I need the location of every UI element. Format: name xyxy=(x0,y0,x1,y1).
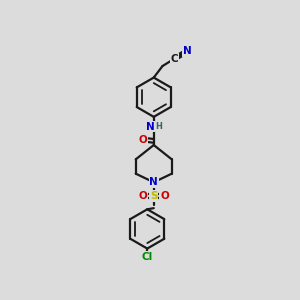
Text: N: N xyxy=(149,177,158,187)
Text: N: N xyxy=(146,122,155,132)
Text: O: O xyxy=(139,135,148,145)
Text: C: C xyxy=(171,54,178,64)
Text: O: O xyxy=(160,191,169,201)
Text: H: H xyxy=(155,122,162,131)
Text: S: S xyxy=(150,191,158,201)
Text: Cl: Cl xyxy=(142,252,153,262)
Text: N: N xyxy=(183,46,191,56)
Text: O: O xyxy=(139,191,148,201)
